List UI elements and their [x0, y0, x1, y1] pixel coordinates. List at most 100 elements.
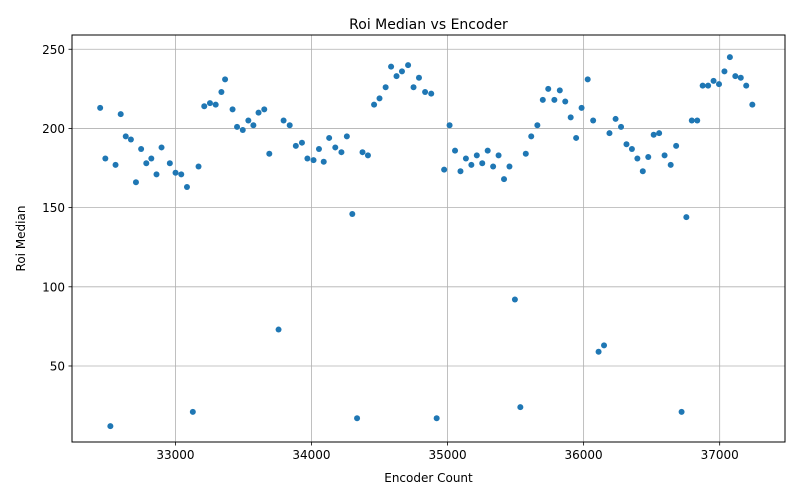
data-point — [522, 150, 529, 157]
data-point — [364, 152, 371, 159]
x-tick-label: 37000 — [701, 448, 739, 462]
y-tick-label: 200 — [42, 122, 65, 136]
data-point — [428, 90, 435, 97]
data-point — [158, 144, 165, 151]
data-point — [673, 142, 680, 149]
data-point — [166, 160, 173, 167]
data-point — [148, 155, 155, 162]
data-point — [415, 74, 422, 81]
plot-area-frame — [71, 34, 786, 443]
data-point — [601, 342, 608, 349]
data-point — [239, 127, 246, 134]
data-point — [452, 147, 459, 154]
data-point — [473, 152, 480, 159]
data-point — [656, 130, 663, 137]
data-point — [716, 81, 723, 88]
data-point — [573, 134, 580, 141]
y-tick-label: 50 — [50, 359, 65, 373]
data-point — [495, 152, 502, 159]
y-tick-label: 150 — [42, 201, 65, 215]
data-point — [545, 85, 552, 92]
data-point — [280, 117, 287, 124]
data-point — [122, 133, 129, 140]
data-point — [567, 114, 574, 121]
data-point — [623, 141, 630, 148]
data-point — [275, 326, 282, 333]
data-point — [737, 74, 744, 81]
data-point — [107, 423, 114, 430]
data-point — [634, 155, 641, 162]
data-point — [511, 296, 518, 303]
data-point — [138, 146, 145, 153]
data-point — [359, 149, 366, 156]
data-point — [422, 89, 429, 96]
data-point — [405, 62, 412, 69]
data-point — [266, 150, 273, 157]
data-point — [501, 176, 508, 183]
data-point — [195, 163, 202, 170]
data-point — [255, 109, 262, 116]
data-point — [229, 106, 236, 113]
data-point — [97, 104, 104, 111]
data-point — [245, 117, 252, 124]
data-point — [433, 415, 440, 422]
data-point — [590, 117, 597, 124]
data-point — [517, 404, 524, 411]
y-tick-label: 250 — [42, 43, 65, 57]
grid-lines — [72, 35, 785, 442]
data-point — [410, 84, 417, 91]
data-point — [354, 415, 361, 422]
data-point — [749, 101, 756, 108]
data-point — [201, 103, 208, 110]
data-point — [721, 68, 728, 75]
data-point — [132, 179, 139, 186]
x-tick-label: 35000 — [428, 448, 466, 462]
data-point — [732, 73, 739, 80]
data-point — [286, 122, 293, 129]
data-point — [484, 147, 491, 154]
data-point — [606, 130, 613, 137]
data-point — [457, 168, 464, 175]
data-point — [127, 136, 134, 143]
data-point — [639, 168, 646, 175]
x-tick-label: 34000 — [292, 448, 330, 462]
data-point — [332, 144, 339, 151]
data-point — [371, 101, 378, 108]
data-point — [612, 115, 619, 122]
axis-ticks: 33000 34000 35000 36000 37000 50 100 150 200 250 — [42, 43, 739, 462]
data-point — [699, 82, 706, 89]
data-point — [212, 101, 219, 108]
data-point — [320, 158, 327, 165]
y-axis-title: Roi Median — [14, 206, 28, 272]
data-point — [218, 89, 225, 96]
data-point — [688, 117, 695, 124]
data-point — [298, 139, 305, 146]
data-point — [578, 104, 585, 111]
data-point — [683, 214, 690, 221]
x-axis-title: Encoder Count — [384, 471, 473, 485]
data-point — [338, 149, 345, 156]
chart-title: Roi Median vs Encoder — [349, 17, 508, 33]
data-point — [315, 146, 322, 153]
data-point — [349, 210, 356, 217]
data-point — [117, 111, 124, 118]
data-point — [398, 68, 405, 75]
data-point — [534, 122, 541, 129]
data-point — [206, 100, 213, 107]
data-point — [388, 63, 395, 70]
data-point — [661, 152, 668, 159]
data-point — [595, 348, 602, 355]
data-point — [650, 131, 657, 138]
data-point — [382, 84, 389, 91]
data-point — [376, 95, 383, 102]
data-point — [112, 161, 119, 168]
data-point — [102, 155, 109, 162]
data-point — [468, 161, 475, 168]
data-point — [726, 54, 733, 61]
data-point — [292, 142, 299, 149]
data-point — [189, 408, 196, 415]
data-point — [694, 117, 701, 124]
data-point — [618, 123, 625, 130]
data-point — [393, 73, 400, 80]
